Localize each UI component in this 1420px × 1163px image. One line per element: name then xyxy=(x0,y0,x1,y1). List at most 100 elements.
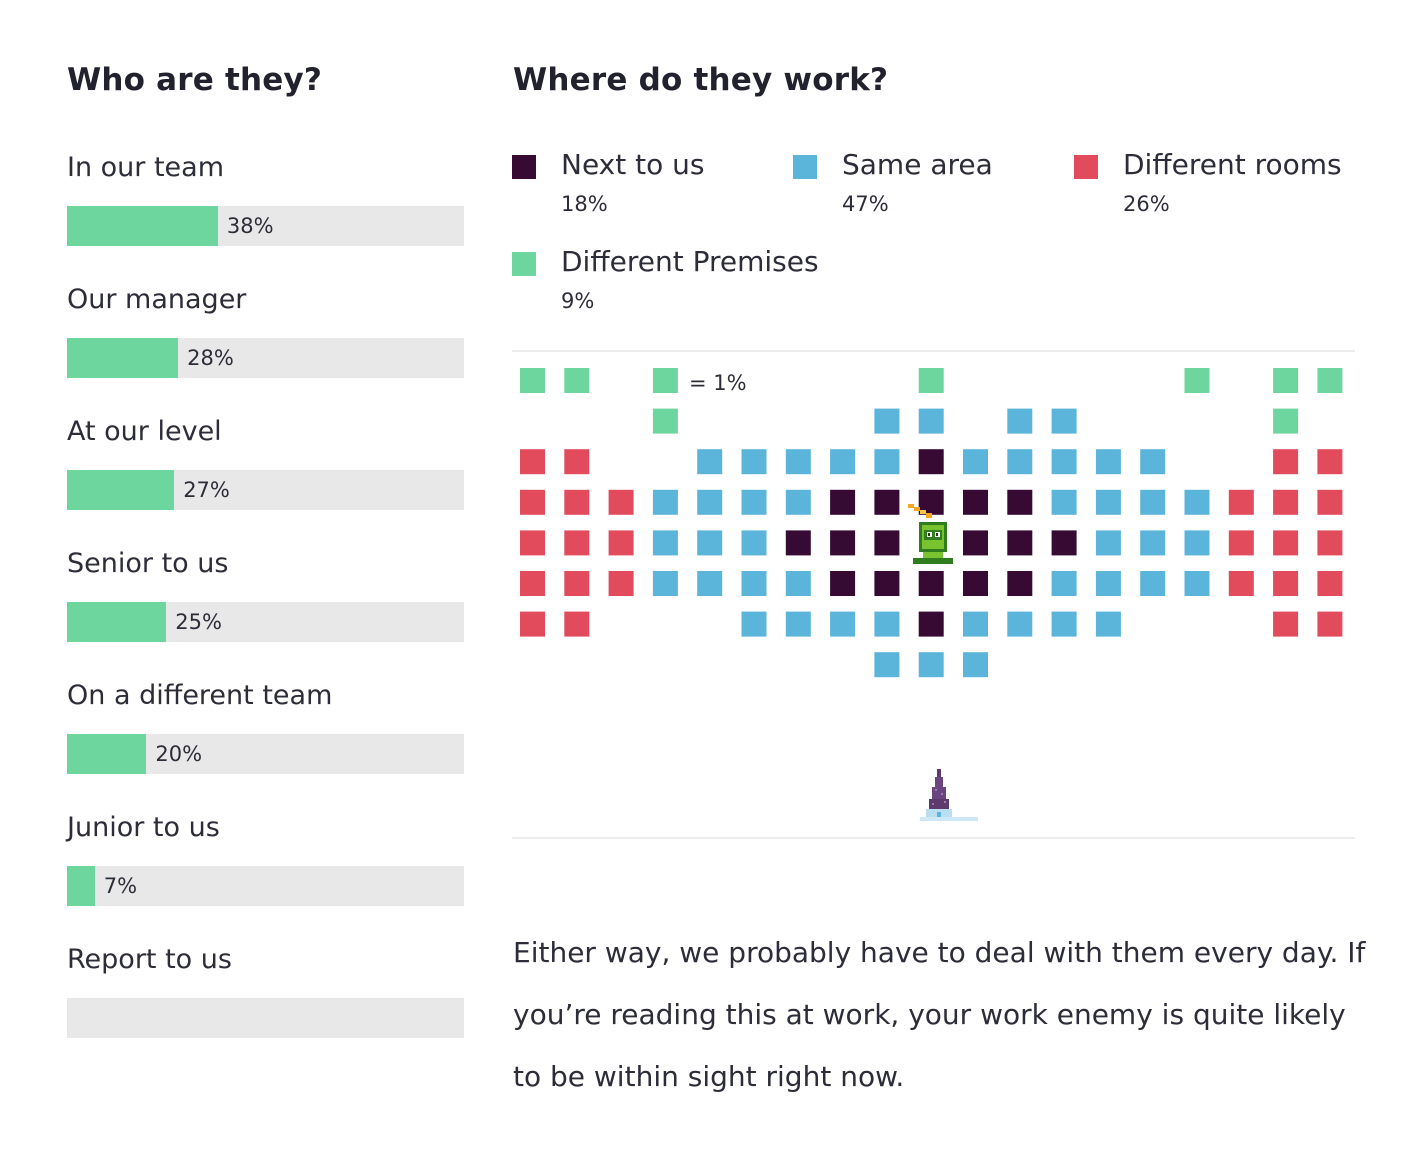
waffle-cell-next-to-us xyxy=(1051,530,1077,556)
waffle-cell-same-area xyxy=(1007,611,1033,637)
bar-value-label: 38% xyxy=(226,214,274,238)
bar-track: 38% xyxy=(67,206,464,246)
player-ship-icon[interactable] xyxy=(920,769,978,821)
bar-label: Senior to us xyxy=(67,548,229,579)
waffle-cell-next-to-us xyxy=(963,489,988,515)
bar-item-senior-to-us: Senior to us 25% xyxy=(67,544,464,676)
waffle-cell-different-rooms xyxy=(520,489,545,515)
waffle-cell-different-rooms xyxy=(564,571,590,596)
legend-swatch-next-to-us xyxy=(512,155,536,179)
waffle-cell-different-rooms xyxy=(1228,571,1254,596)
waffle-cell-same-area xyxy=(1051,489,1077,515)
waffle-cell-same-area xyxy=(1140,530,1166,556)
legend-label: Next to us xyxy=(561,148,705,181)
waffle-cell-same-area xyxy=(1095,530,1121,556)
bar-value-label: 28% xyxy=(187,346,234,370)
waffle-cell-next-to-us xyxy=(785,530,811,556)
waffle-cell-same-area xyxy=(963,652,988,678)
robot-invader-icon xyxy=(913,522,953,564)
waffle-cell-different-premises xyxy=(1273,368,1299,393)
waffle-cell-same-area xyxy=(785,449,811,475)
waffle-cell-different-rooms xyxy=(1273,449,1299,475)
waffle-cell-different-rooms xyxy=(1317,489,1343,515)
waffle-cell-same-area xyxy=(785,489,811,515)
waffle-cell-same-area xyxy=(1184,571,1210,596)
legend-swatch-same-area xyxy=(793,155,817,179)
who-heading: Who are they? xyxy=(67,62,323,98)
waffle-cell-same-area xyxy=(741,611,767,637)
waffle-cell-next-to-us xyxy=(963,571,988,596)
waffle-cell-same-area xyxy=(741,571,767,596)
waffle-cell-different-rooms xyxy=(1317,449,1343,475)
waffle-cell-same-area xyxy=(697,571,723,596)
legend-label: Different Premises xyxy=(561,245,819,278)
waffle-cell-same-area xyxy=(874,449,900,475)
waffle-cell-different-premises xyxy=(918,368,944,393)
bar-value-label: 25% xyxy=(175,610,222,634)
waffle-cell-different-rooms xyxy=(1273,571,1299,596)
waffle-cell-different-rooms xyxy=(1273,530,1299,556)
bar-track xyxy=(67,998,464,1038)
bar-fill xyxy=(67,866,95,906)
bar-track: 28% xyxy=(67,338,464,378)
waffle-cell-next-to-us xyxy=(918,611,944,637)
bar-item-on-a-different-team: On a different team 20% xyxy=(67,676,464,808)
bar-value-label: 7% xyxy=(103,874,138,898)
bar-label: Junior to us xyxy=(67,812,220,843)
where-heading: Where do they work? xyxy=(513,62,889,98)
waffle-cell-same-area xyxy=(1051,611,1077,637)
waffle-cell-next-to-us xyxy=(874,530,900,556)
waffle-cell-same-area xyxy=(1095,449,1121,475)
bar-item-report-to-us: Report to us xyxy=(67,940,464,1072)
waffle-cell-different-rooms xyxy=(1317,571,1343,596)
waffle-cell-next-to-us xyxy=(874,571,900,596)
waffle-cells xyxy=(520,368,1343,678)
waffle-cell-next-to-us xyxy=(830,489,856,515)
bar-item-our-manager: Our manager 28% xyxy=(67,280,464,412)
waffle-cell-same-area xyxy=(1184,489,1210,515)
bar-fill xyxy=(67,206,218,246)
bar-item-in-our-team: In our team 38% xyxy=(67,148,464,280)
waffle-cell-different-rooms xyxy=(520,571,545,596)
waffle-cell-different-rooms xyxy=(608,571,634,596)
waffle-cell-different-rooms xyxy=(520,449,545,475)
bar-item-junior-to-us: Junior to us 7% xyxy=(67,808,464,940)
waffle-cell-same-area xyxy=(1140,449,1166,475)
waffle-game-area[interactable]: = 1% xyxy=(512,348,1357,843)
bar-value-label: 20% xyxy=(155,742,203,766)
bar-fill xyxy=(67,338,179,378)
waffle-cell-same-area xyxy=(874,652,900,678)
legend-value: 18% xyxy=(561,192,608,216)
waffle-cell-different-rooms xyxy=(1228,530,1254,556)
bar-label: Our manager xyxy=(67,284,247,315)
waffle-cell-same-area xyxy=(741,489,767,515)
bar-fill xyxy=(67,602,167,642)
waffle-cell-same-area xyxy=(697,530,723,556)
waffle-cell-different-premises xyxy=(652,408,678,434)
waffle-cell-next-to-us xyxy=(830,530,856,556)
waffle-cell-same-area xyxy=(1051,408,1077,434)
waffle-cell-same-area xyxy=(697,449,723,475)
waffle-cell-same-area xyxy=(652,530,678,556)
waffle-cell-same-area xyxy=(918,408,944,434)
waffle-cell-same-area xyxy=(1140,571,1166,596)
bar-label: On a different team xyxy=(67,680,333,711)
waffle-cell-different-premises xyxy=(1317,368,1343,393)
waffle-cell-different-rooms xyxy=(1228,489,1254,515)
waffle-cell-different-rooms xyxy=(1317,611,1343,637)
waffle-cell-same-area xyxy=(874,408,900,434)
bar-label: At our level xyxy=(67,416,222,447)
waffle-cell-same-area xyxy=(1007,408,1033,434)
legend-label: Same area xyxy=(842,148,993,181)
waffle-cell-different-rooms xyxy=(564,489,590,515)
waffle-cell-different-rooms xyxy=(608,489,634,515)
bar-fill xyxy=(67,470,175,510)
waffle-cell-different-premises xyxy=(1273,408,1299,434)
who-bar-chart: In our team 38% Our manager 28% At our level… xyxy=(67,148,464,1072)
bar-value-label: 27% xyxy=(183,478,230,502)
waffle-cell-same-area xyxy=(1184,530,1210,556)
legend-swatch-different-premises xyxy=(512,252,536,276)
waffle-cell-different-premises xyxy=(1184,368,1210,393)
waffle-cell-same-area xyxy=(1007,449,1033,475)
legend-swatch-different-rooms xyxy=(1074,155,1098,179)
